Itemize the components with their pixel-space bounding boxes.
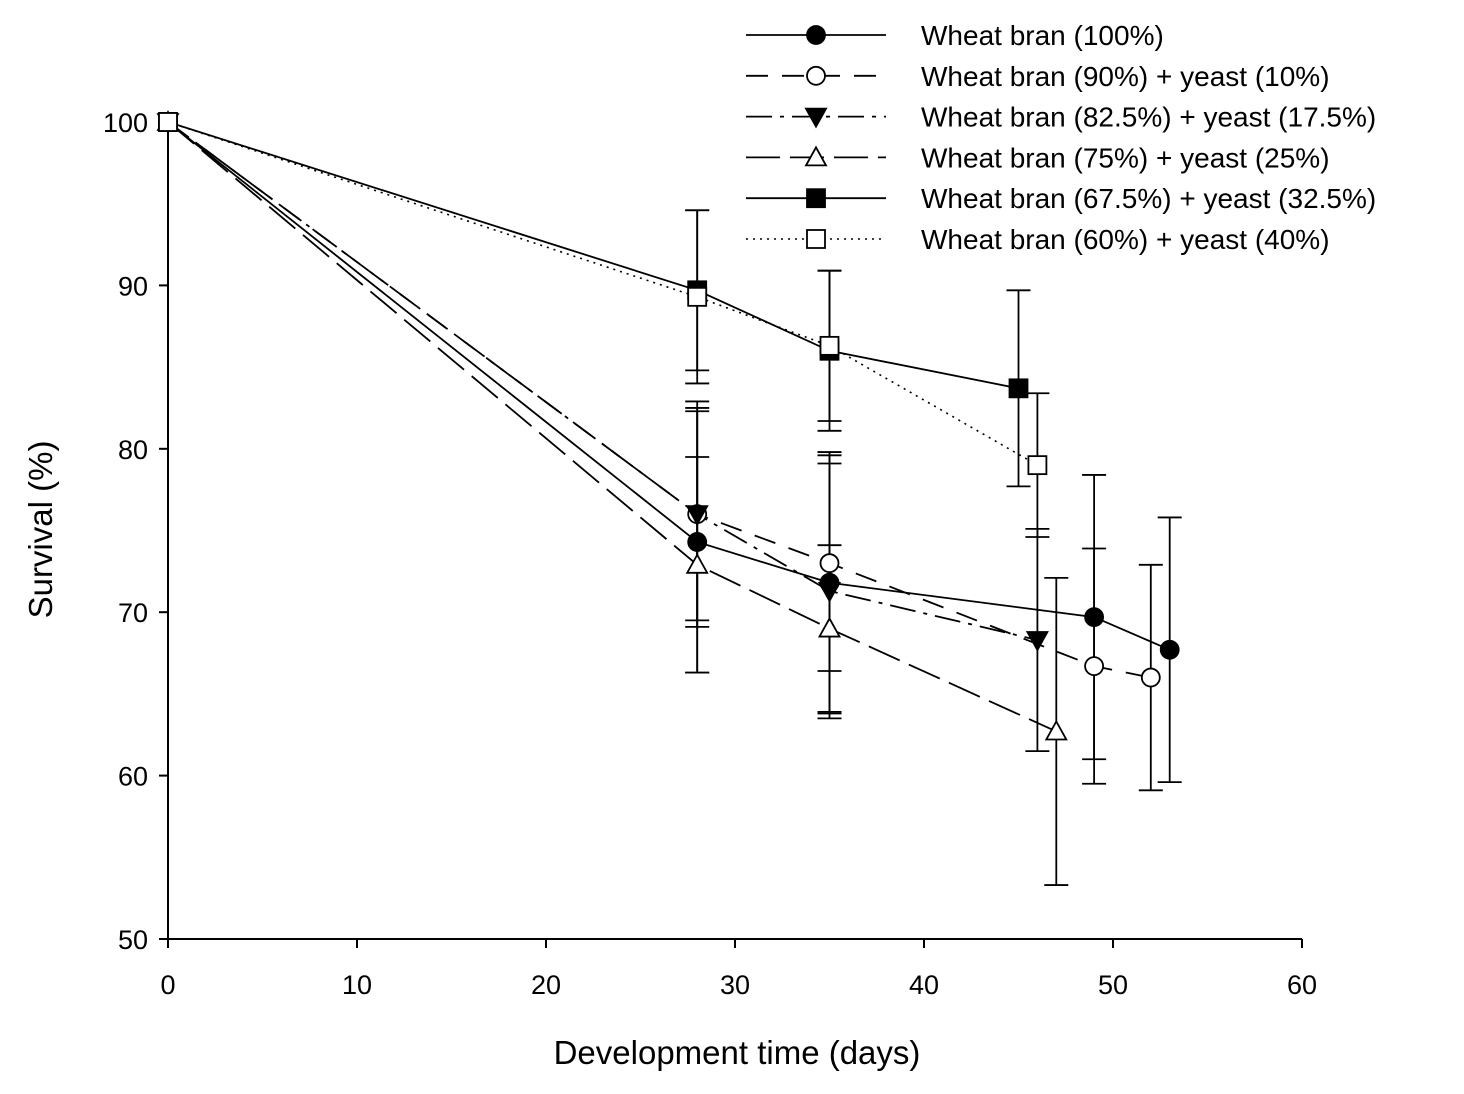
data-point — [819, 335, 840, 356]
y-axis-title: Survival (%) — [22, 441, 59, 619]
legend-marker — [804, 107, 828, 129]
y-tick-label: 90 — [118, 271, 148, 301]
legend-item: Wheat bran (90%) + yeast (10%) — [746, 61, 1330, 92]
legend-marker — [806, 229, 826, 249]
series-line — [167, 121, 1038, 466]
y-tick-label: 70 — [118, 598, 148, 628]
x-tick-label: 0 — [160, 970, 175, 1000]
data-point — [685, 505, 709, 527]
legend-label: Wheat bran (60%) + yeast (40%) — [921, 224, 1330, 255]
data-point — [1084, 607, 1104, 628]
legend-item: Wheat bran (100%) — [746, 20, 1164, 51]
legend: Wheat bran (100%) Wheat bran (90%) + yeas… — [746, 20, 1376, 255]
data-point — [685, 552, 709, 574]
data-point — [158, 112, 178, 132]
legend-item: Wheat bran (60%) + yeast (40%) — [746, 224, 1330, 255]
legend-label: Wheat bran (82.5%) + yeast (17.5%) — [921, 102, 1376, 133]
y-tick-label: 60 — [118, 762, 148, 792]
data-point — [1025, 631, 1049, 652]
y-tick-label: 100 — [103, 108, 148, 138]
legend-marker — [806, 65, 826, 86]
x-tick-label: 10 — [342, 970, 372, 1000]
series-line — [167, 121, 1038, 641]
legend-item: Wheat bran (82.5%) + yeast (17.5%) — [746, 102, 1376, 133]
data-point — [687, 286, 708, 307]
error-bars — [685, 209, 1182, 886]
data-point — [1044, 719, 1068, 741]
data-point — [819, 553, 840, 574]
ticks: 0 10 20 30 40 50 60 50 60 70 80 90 100 — [103, 108, 1317, 1000]
y-tick-label: 80 — [118, 435, 148, 465]
legend-marker — [806, 25, 826, 45]
legend-marker — [804, 145, 828, 167]
series-line — [167, 121, 1057, 733]
x-axis-title: Development time (days) — [554, 1034, 921, 1071]
data-point — [1084, 656, 1104, 677]
data-point — [1159, 639, 1180, 660]
data-point — [687, 532, 708, 552]
x-tick-label: 50 — [1098, 970, 1128, 1000]
x-tick-label: 40 — [909, 970, 939, 1000]
legend-label: Wheat bran (67.5%) + yeast (32.5%) — [921, 183, 1376, 214]
legend-item: Wheat bran (67.5%) + yeast (32.5%) — [746, 183, 1376, 214]
legend-label: Wheat bran (100%) — [921, 20, 1164, 51]
series-line — [167, 121, 1019, 390]
data-point — [817, 616, 842, 638]
x-tick-label: 60 — [1287, 970, 1317, 1000]
data-point — [817, 582, 842, 603]
data-point — [1140, 667, 1161, 688]
x-tick-label: 30 — [720, 970, 750, 1000]
legend-label: Wheat bran (75%) + yeast (25%) — [921, 142, 1330, 173]
data-point — [1008, 378, 1029, 399]
data-point — [1027, 455, 1048, 476]
legend-marker — [806, 188, 826, 209]
y-tick-label: 50 — [118, 925, 148, 955]
legend-label: Wheat bran (90%) + yeast (10%) — [921, 61, 1330, 92]
markers — [156, 110, 1180, 741]
legend-item: Wheat bran (75%) + yeast (25%) — [746, 142, 1330, 173]
x-tick-label: 20 — [531, 970, 561, 1000]
